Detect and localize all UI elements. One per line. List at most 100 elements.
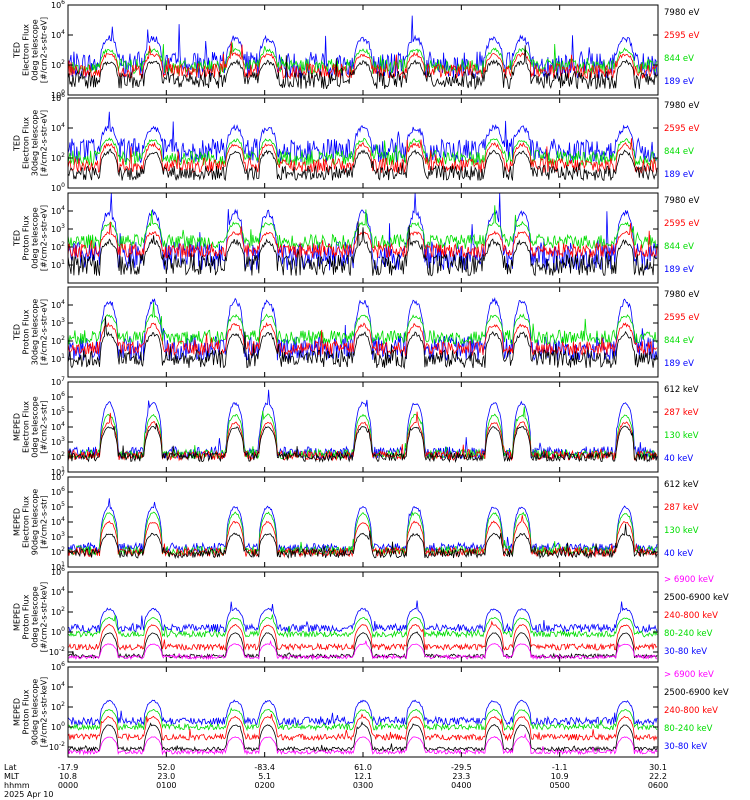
y-axis-label: MEPEDProton Flux90deg telescope[#/cm2-s-… xyxy=(13,677,49,748)
series-line--6900-keV xyxy=(68,639,658,661)
y-tick-label: 102 xyxy=(51,241,65,252)
series-line-2500-6900-keV xyxy=(68,721,658,753)
x-tick-label: 0200 xyxy=(254,781,274,790)
series-line-130-keV xyxy=(68,406,658,460)
legend-entry: > 6900 keV xyxy=(664,575,714,585)
legend-entry: 612 keV xyxy=(664,480,699,490)
y-axis-label: TEDElectron Flux0deg telescope[#/cm2-s-s… xyxy=(13,17,49,83)
y-axis-label: MEPEDProton Flux0deg telescope[#/cm2-s-s… xyxy=(13,582,49,653)
y-tick-label: 104 xyxy=(51,516,65,527)
x-tick-label: 52.0 xyxy=(157,763,175,772)
plot-frame xyxy=(67,571,659,663)
date-label: 2025 Apr 10 xyxy=(4,790,53,799)
y-tick-label: 104 xyxy=(51,122,65,133)
legend-entry: 240-800 keV xyxy=(664,706,718,716)
y-tick-label: 107 xyxy=(51,376,65,387)
x-tick-label: 5.1 xyxy=(258,772,271,781)
x-tick-label: 0600 xyxy=(648,781,668,790)
legend-entry: > 6900 keV xyxy=(664,670,714,680)
y-tick-label: 102 xyxy=(51,451,65,462)
legend-entry: 287 keV xyxy=(664,408,699,418)
series-line-40-keV xyxy=(68,498,658,554)
y-tick-label: 101 xyxy=(51,466,65,477)
y-tick-label: 105 xyxy=(51,501,65,512)
legend-entry: 2595 eV xyxy=(664,313,700,323)
y-tick-label: 104 xyxy=(51,299,65,310)
legend-entry: 189 eV xyxy=(664,359,694,369)
series-line-844-eV xyxy=(68,42,658,76)
legend-entry: 2500-6900 keV xyxy=(664,688,729,698)
x-tick-label: -29.5 xyxy=(451,763,472,772)
y-axis-label: MEPEDElectron Flux0deg telescope[#/cm2-s… xyxy=(13,396,49,457)
legend-entry: 2595 eV xyxy=(664,124,700,134)
y-tick-label: 100 xyxy=(51,721,65,732)
y-axis-label: MEPEDElectron Flux90deg telescope[#/cm2-… xyxy=(13,489,49,556)
series-line-30-80-keV xyxy=(68,600,658,634)
series-line-7980-eV xyxy=(68,316,658,370)
x-tick-label: 0100 xyxy=(156,781,176,790)
y-tick-label: 104 xyxy=(51,586,65,597)
legend-entry: 40 keV xyxy=(664,549,693,559)
plot-frame xyxy=(67,666,659,758)
legend-entry: 80-240 keV xyxy=(664,629,713,639)
y-tick-label: 102 xyxy=(51,152,65,163)
x-tick-label: -83.4 xyxy=(254,763,275,772)
legend-entry: 287 keV xyxy=(664,503,699,513)
y-tick-label: 106 xyxy=(51,0,65,10)
series-line-189-eV xyxy=(68,297,658,361)
y-tick-label: 104 xyxy=(51,29,65,40)
series-line-189-eV xyxy=(68,15,658,79)
y-tick-label: 103 xyxy=(51,223,65,234)
x-tick-label: 23.3 xyxy=(452,772,470,781)
series-line-287-keV xyxy=(68,515,658,558)
y-tick-label: 103 xyxy=(51,317,65,328)
legend-entry: 844 eV xyxy=(664,147,694,157)
legend-entry: 7980 eV xyxy=(664,290,700,300)
y-tick-label: 102 xyxy=(51,701,65,712)
series-line-612-keV xyxy=(68,423,658,463)
series-line-844-eV xyxy=(68,302,658,346)
legend-entry: 130 keV xyxy=(664,431,699,441)
y-axis-label: TEDElectron Flux30deg telescope[#/cm2-s-… xyxy=(13,110,49,177)
x-axis-labels: Lat -17.9 52.0 -83.4 61.0 -29.5 -1.1 30.1 MLT 10.… xyxy=(4,763,668,799)
series-line--6900-keV xyxy=(68,732,658,756)
legend-entry: 7980 eV xyxy=(664,101,700,111)
y-tick-label: 103 xyxy=(51,436,65,447)
series-line-7980-eV xyxy=(68,45,658,91)
legend-entry: 189 eV xyxy=(664,265,694,275)
y-tick-label: 102 xyxy=(51,335,65,346)
x-row-label: hhmm xyxy=(4,781,30,790)
y-tick-label: 104 xyxy=(51,205,65,216)
y-tick-label: 106 xyxy=(51,92,65,103)
y-tick-label: 101 xyxy=(51,259,65,270)
series-line-7980-eV xyxy=(68,221,658,277)
x-tick-label: 0300 xyxy=(353,781,373,790)
y-tick-label: 101 xyxy=(51,353,65,364)
x-tick-label: -1.1 xyxy=(552,763,568,772)
y-tick-label: 102 xyxy=(51,546,65,557)
x-tick-label: 0400 xyxy=(451,781,471,790)
y-tick-label: 106 xyxy=(51,661,65,672)
series-line-30-80-keV xyxy=(68,699,658,727)
x-tick-label: 61.0 xyxy=(354,763,372,772)
y-tick-label: 101 xyxy=(51,561,65,572)
y-tick-label: 102 xyxy=(51,59,65,70)
legend-entry: 80-240 keV xyxy=(664,724,713,734)
y-tick-label: 100 xyxy=(51,182,65,193)
legend-entry: 30-80 keV xyxy=(664,647,707,657)
series-line-7980-eV xyxy=(68,148,658,182)
legend-entry: 2595 eV xyxy=(664,31,700,41)
y-tick-label: 100 xyxy=(51,626,65,637)
series-line-240-800-keV xyxy=(68,620,658,652)
legend-entry: 2595 eV xyxy=(664,219,700,229)
legend-entry: 7980 eV xyxy=(664,196,700,206)
series-line-189-eV xyxy=(68,193,658,272)
series-line-844-eV xyxy=(68,137,658,167)
